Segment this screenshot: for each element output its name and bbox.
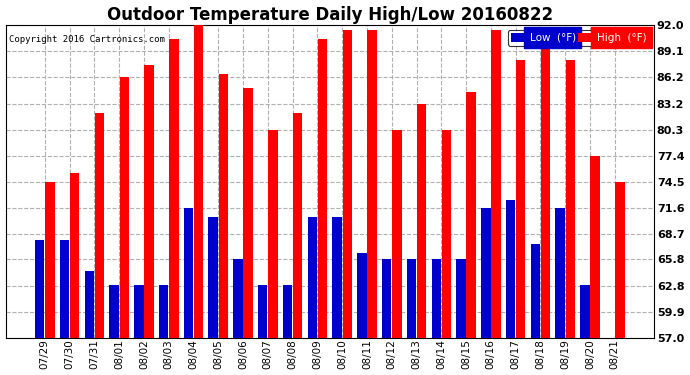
Bar (516, 60, 526, 338)
Bar (442, 130, 451, 338)
Bar (456, 260, 466, 338)
Bar (541, 39, 550, 338)
Bar (110, 285, 119, 338)
Bar (283, 285, 293, 338)
Title: Outdoor Temperature Daily High/Low 20160822: Outdoor Temperature Daily High/Low 20160… (107, 6, 553, 24)
Bar (555, 208, 565, 338)
Bar (268, 130, 277, 338)
Bar (308, 217, 317, 338)
Bar (367, 30, 377, 338)
Bar (333, 217, 342, 338)
Bar (566, 60, 575, 338)
Bar (208, 217, 218, 338)
Bar (382, 260, 391, 338)
Bar (60, 240, 69, 338)
Bar (466, 92, 476, 338)
Bar (615, 182, 624, 338)
Bar (491, 30, 501, 338)
Bar (144, 65, 154, 338)
Bar (35, 240, 44, 338)
Bar (169, 39, 179, 338)
Bar (134, 285, 144, 338)
Bar (318, 39, 327, 338)
Bar (244, 88, 253, 338)
Bar (392, 130, 402, 338)
Bar (119, 77, 129, 338)
Bar (406, 260, 416, 338)
Legend: Low  (°F), High  (°F): Low (°F), High (°F) (509, 30, 649, 45)
Bar (184, 208, 193, 338)
Bar (219, 74, 228, 338)
Bar (293, 113, 302, 338)
Bar (580, 285, 590, 338)
Bar (531, 244, 540, 338)
Bar (45, 182, 55, 338)
Bar (70, 173, 79, 338)
Bar (233, 260, 243, 338)
Bar (417, 104, 426, 338)
Bar (159, 285, 168, 338)
Bar (506, 200, 515, 338)
Bar (342, 30, 352, 338)
Bar (431, 260, 441, 338)
Bar (258, 285, 268, 338)
Bar (591, 156, 600, 338)
Bar (194, 25, 204, 338)
Bar (481, 208, 491, 338)
Bar (85, 271, 94, 338)
Text: Copyright 2016 Cartronics.com: Copyright 2016 Cartronics.com (9, 34, 165, 44)
Bar (357, 253, 366, 338)
Bar (95, 113, 104, 338)
